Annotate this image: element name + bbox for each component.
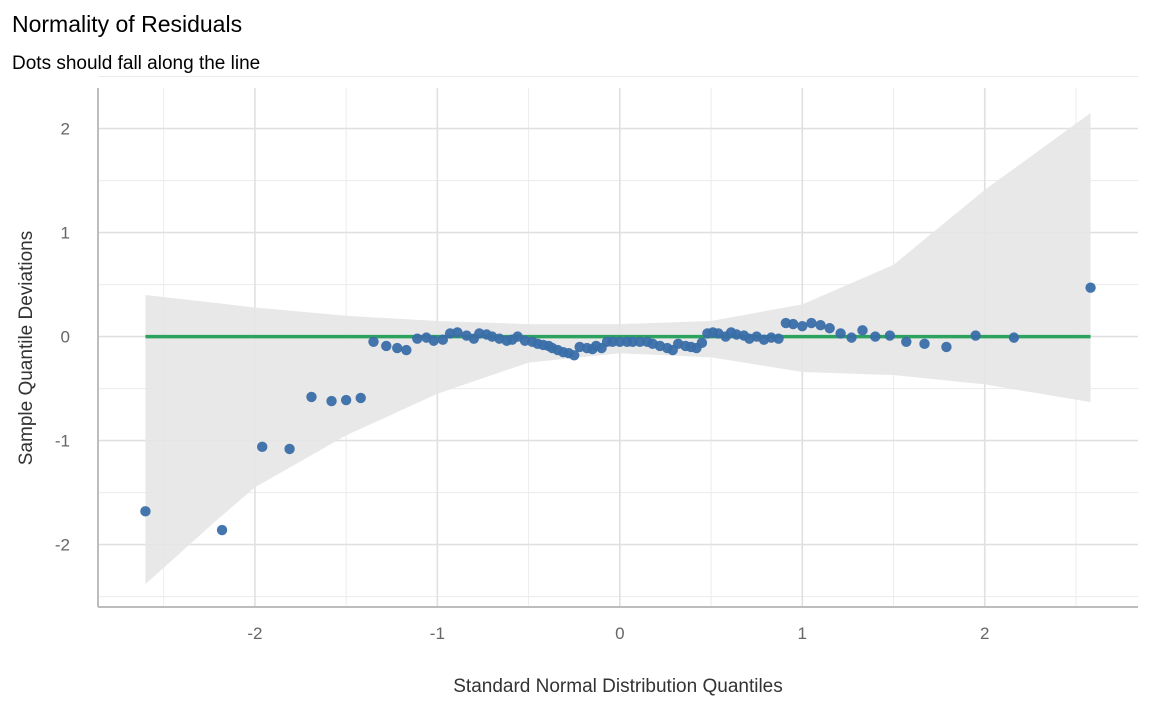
data-point	[797, 320, 808, 332]
data-point	[634, 336, 646, 347]
data-point	[401, 344, 412, 356]
data-point	[569, 350, 580, 361]
data-point	[140, 506, 151, 517]
data-point	[835, 328, 846, 339]
y-tick-label: -1	[55, 432, 70, 451]
chart-subtitle: Dots should fall along the line	[12, 53, 260, 74]
y-axis-label: Sample Quantile Deviations	[16, 231, 37, 465]
data-point	[627, 336, 638, 347]
chart-title: Normality of Residuals	[12, 11, 242, 37]
data-point	[787, 318, 799, 330]
data-point	[437, 334, 449, 345]
data-point	[884, 330, 896, 341]
data-point	[306, 391, 317, 403]
data-point	[970, 330, 981, 341]
x-tick-label: -2	[247, 624, 262, 643]
data-point	[870, 331, 881, 342]
data-point	[857, 325, 868, 336]
data-point	[919, 338, 930, 350]
data-point	[607, 336, 618, 347]
data-point	[326, 395, 337, 407]
data-point	[257, 441, 268, 453]
data-point	[1085, 282, 1096, 293]
x-axis-label: Standard Normal Distribution Quantiles	[453, 676, 783, 697]
data-point	[340, 394, 352, 406]
data-point	[216, 524, 228, 536]
data-point	[284, 443, 295, 455]
axes: -2 -1 0 1 2 -2 -1 0 1 2	[55, 88, 1138, 643]
x-tick-label: 1	[798, 624, 807, 643]
confidence-band	[145, 112, 1091, 585]
x-tick-label: -1	[430, 624, 445, 643]
data-point	[452, 327, 463, 338]
data-point	[824, 323, 835, 334]
y-tick-label: -2	[55, 536, 70, 555]
data-points	[140, 282, 1096, 536]
y-tick-label: 0	[61, 328, 70, 347]
data-point	[696, 337, 708, 349]
data-point	[901, 336, 912, 347]
confidence-band-area	[145, 112, 1091, 585]
data-point	[773, 333, 784, 344]
y-tick-label: 1	[61, 224, 70, 243]
data-point	[428, 335, 439, 346]
x-tick-label: 0	[615, 624, 624, 643]
data-point	[412, 333, 423, 344]
data-point	[355, 392, 366, 404]
data-point	[806, 317, 817, 329]
data-point	[846, 332, 857, 343]
y-tick-label: 2	[61, 120, 70, 139]
x-tick-label: 2	[980, 624, 989, 643]
data-point	[368, 336, 379, 347]
data-point	[614, 336, 626, 347]
data-point	[941, 341, 952, 353]
data-point	[1008, 332, 1020, 343]
data-point	[392, 342, 403, 354]
data-point	[815, 319, 826, 331]
data-point	[381, 340, 392, 352]
